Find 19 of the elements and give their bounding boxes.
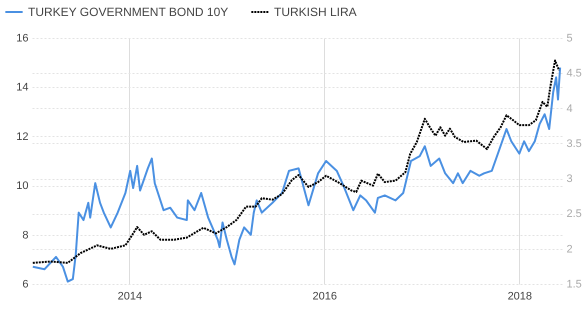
y-tick-label: 6 (22, 278, 28, 290)
y2-tick-label: 5 (566, 32, 573, 44)
y2-tick-label: 4 (566, 102, 573, 115)
y-tick-label: 16 (16, 32, 28, 44)
y2-tick-label: 2 (566, 243, 573, 256)
y-tick-label: 8 (22, 229, 28, 242)
x-tick-label: 2016 (312, 290, 337, 302)
y2-tick-label: 4.5 (566, 68, 582, 80)
y2-tick-label: 3.5 (566, 138, 582, 150)
x-tick-label: 2018 (508, 290, 532, 302)
y-tick-label: 14 (16, 82, 28, 94)
y2-tick-label: 2.5 (566, 208, 582, 220)
y-tick-label: 10 (16, 180, 28, 192)
x-tick-label: 2014 (118, 290, 142, 302)
y-tick-label: 12 (16, 130, 28, 143)
legend-label: TURKEY GOVERNMENT BOND 10Y (28, 5, 228, 19)
y2-tick-label: 1.5 (566, 278, 582, 290)
y2-tick-label: 3 (566, 173, 573, 186)
legend-label: TURKISH LIRA (274, 5, 357, 19)
